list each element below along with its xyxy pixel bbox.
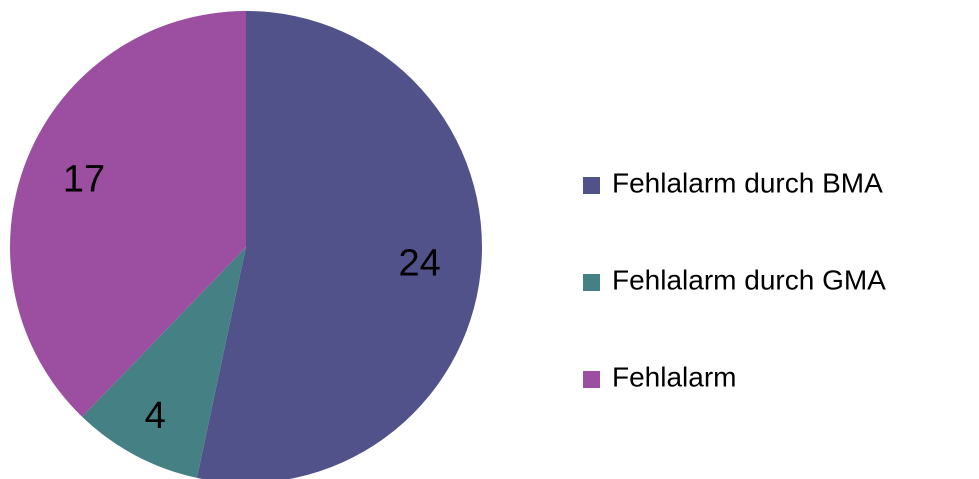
pie-slice — [82, 247, 246, 478]
data-label: 4 — [145, 395, 166, 437]
legend-label: Fehlalarm — [612, 361, 736, 392]
legend-swatch — [583, 177, 600, 194]
legend-swatch — [583, 371, 600, 388]
data-label: 24 — [399, 242, 441, 284]
data-label: 17 — [63, 159, 105, 201]
legend-swatch — [583, 274, 600, 291]
legend-label: Fehlalarm durch BMA — [612, 167, 883, 198]
pie-slice — [196, 11, 482, 479]
legend-label: Fehlalarm durch GMA — [612, 264, 886, 295]
pie-slice — [9, 11, 247, 417]
